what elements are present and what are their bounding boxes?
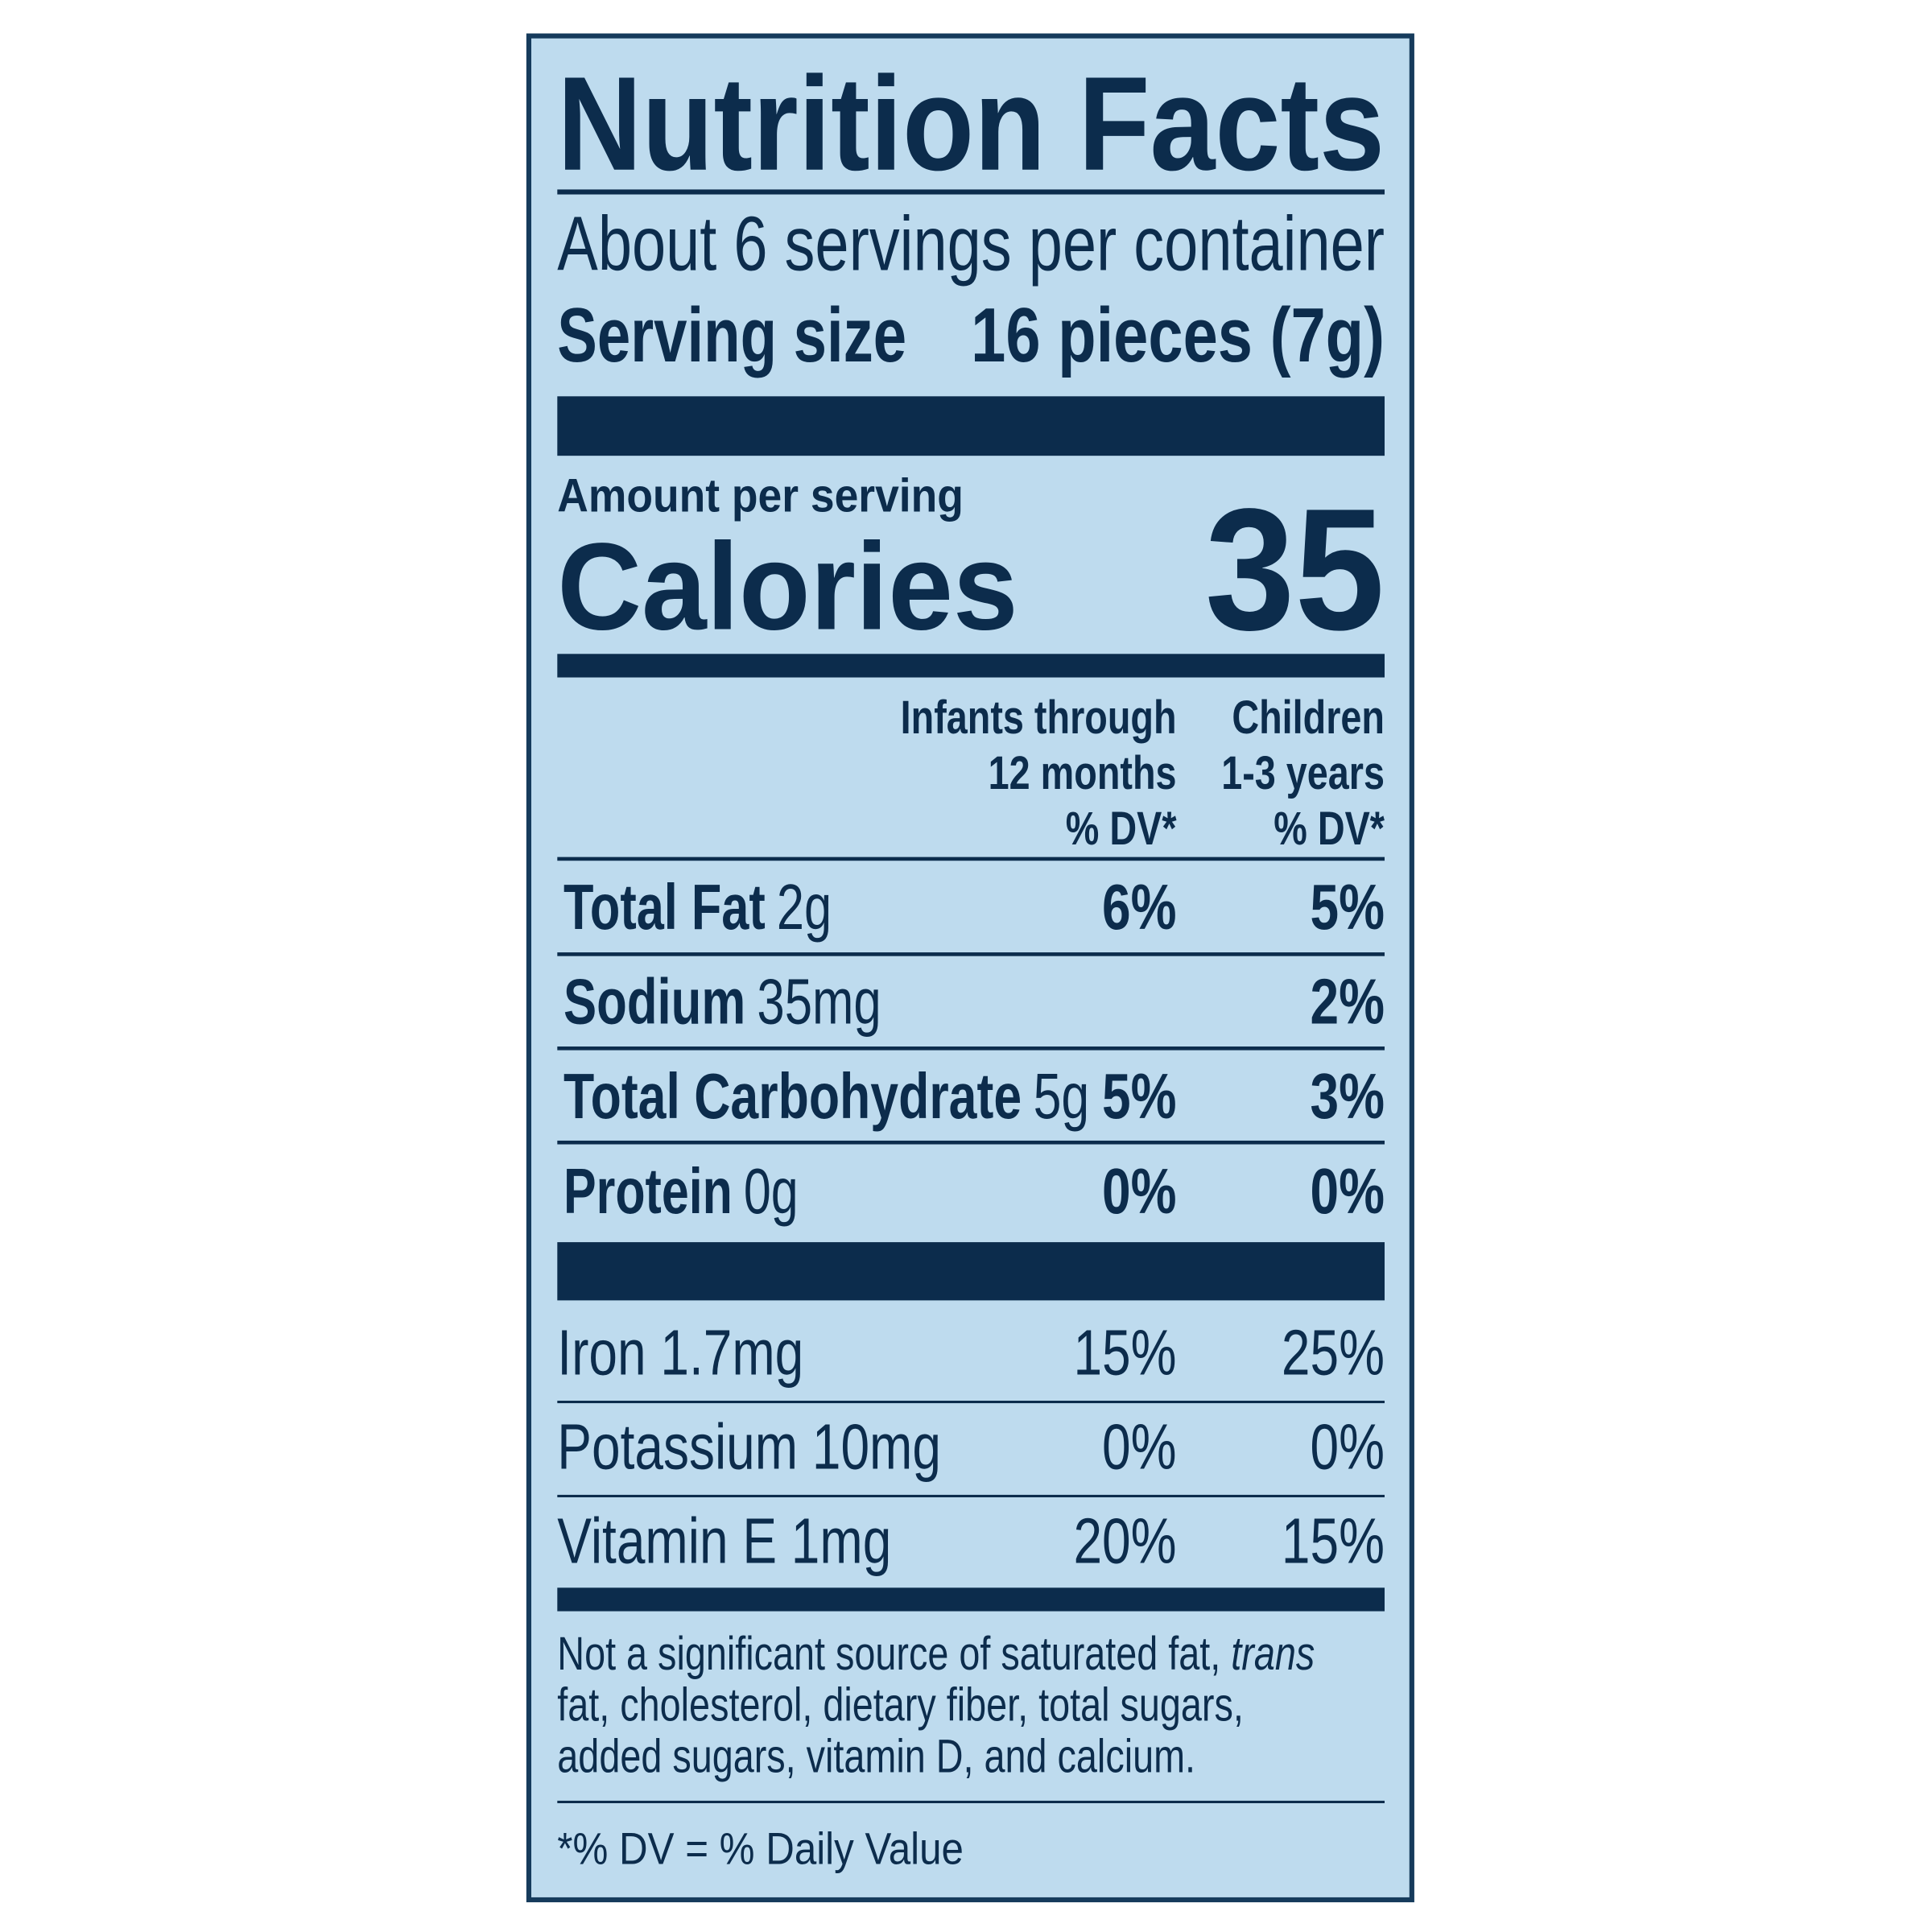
children-dv: 2% — [1311, 966, 1385, 1038]
rule — [557, 952, 1385, 956]
footnote-line: Not a significant source of saturated fa… — [557, 1628, 1315, 1680]
infants-dv: 20% — [1073, 1505, 1176, 1577]
footnote-text: fat, cholesterol, dietary fiber, total s… — [557, 1679, 1244, 1732]
column-header: % DV* — [1274, 803, 1385, 855]
children-dv: 15% — [1282, 1505, 1385, 1577]
amount-per-serving: Amount per serving — [557, 469, 964, 522]
medium-bar — [557, 654, 1385, 678]
servings: About 6 servings per container — [557, 201, 1385, 287]
vitamin: Vitamin E 1mg — [557, 1505, 891, 1577]
nutrient-amount: 35mg — [757, 966, 881, 1038]
children-dv: 5% — [1311, 871, 1385, 943]
children-dv: 3% — [1311, 1060, 1385, 1132]
serving-size-label: Serving size — [557, 293, 906, 378]
dv-note: *% DV = % Daily Value — [557, 1823, 964, 1873]
nutrient-name: Total Carbohydrate — [564, 1060, 1022, 1132]
nutrient: Total Fat2g — [564, 871, 832, 943]
calories-value: 35 — [1205, 473, 1385, 667]
rule — [557, 1140, 1385, 1145]
infants-dv: 0% — [1102, 1155, 1177, 1227]
thick-bar — [557, 396, 1385, 456]
column-header: Infants through — [901, 691, 1177, 744]
vitamin: Iron 1.7mg — [557, 1317, 803, 1389]
calories-label: Calories — [557, 518, 1018, 656]
footnote-line: fat, cholesterol, dietary fiber, total s… — [557, 1679, 1244, 1732]
footnote-line: added sugars, vitamin D, and calcium. — [557, 1731, 1195, 1783]
medium-bar — [557, 1587, 1385, 1612]
thick-bar — [557, 1242, 1385, 1301]
title: Nutrition Facts — [557, 50, 1385, 199]
column-header: Children — [1232, 691, 1385, 744]
column-header: % DV* — [1066, 803, 1177, 855]
nutrient: Sodium35mg — [564, 966, 881, 1038]
children-dv: 0% — [1311, 1411, 1385, 1483]
rule — [557, 857, 1385, 861]
serving-size-value: 16 pieces (7g) — [971, 293, 1385, 378]
column-header: 12 months — [989, 747, 1177, 799]
column-header: 1-3 years — [1221, 747, 1385, 799]
vitamin: Potassium 10mg — [557, 1411, 941, 1483]
nutrient: Total Carbohydrate5g — [564, 1060, 1089, 1132]
rule — [557, 1046, 1385, 1051]
rule — [557, 189, 1385, 195]
nutrient-amount: 5g — [1034, 1060, 1090, 1132]
footnote-italic: trans — [1231, 1628, 1315, 1680]
children-dv: 0% — [1311, 1155, 1385, 1227]
infants-dv: 0% — [1102, 1411, 1177, 1483]
infants-dv: 5% — [1102, 1060, 1177, 1132]
nutrient-name: Protein — [564, 1155, 733, 1227]
nutrient-name: Total Fat — [564, 871, 766, 943]
nutrient-amount: 2g — [777, 871, 832, 943]
footnote-text: added sugars, vitamin D, and calcium. — [557, 1731, 1195, 1783]
nutrient-amount: 0g — [744, 1155, 799, 1227]
rule — [557, 1401, 1385, 1404]
rule — [557, 1800, 1385, 1803]
nutrient-name: Sodium — [564, 966, 745, 1038]
children-dv: 25% — [1282, 1317, 1385, 1389]
infants-dv: 6% — [1102, 871, 1177, 943]
nutrient: Protein0g — [564, 1155, 799, 1227]
rule — [557, 1494, 1385, 1497]
footnote-text: Not a significant source of saturated fa… — [557, 1628, 1231, 1680]
infants-dv: 15% — [1073, 1317, 1176, 1389]
